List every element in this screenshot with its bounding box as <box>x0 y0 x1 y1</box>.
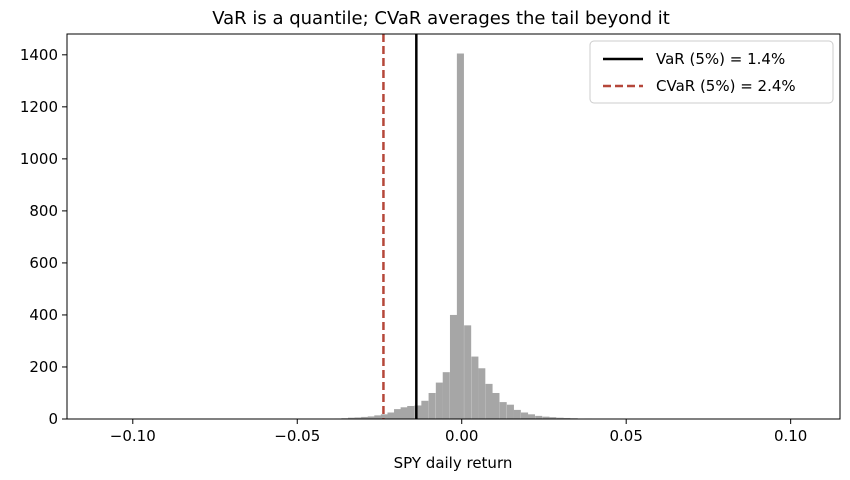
x-tick-label: 0.05 <box>609 427 642 445</box>
histogram-bar-21 <box>421 400 429 419</box>
histogram-bar-38 <box>542 416 550 419</box>
histogram-bar-40 <box>556 417 564 419</box>
legend-cvar-label: CVaR (5%) = 2.4% <box>656 77 796 95</box>
x-axis-ticks: −0.10 −0.05 0.00 0.05 0.10 <box>110 419 807 445</box>
histogram-bars <box>101 53 806 419</box>
histogram-bar-33 <box>506 404 514 419</box>
plot-frame <box>66 33 841 420</box>
histogram-bar-39 <box>549 417 557 419</box>
legend-var-label: VaR (5%) = 1.4% <box>656 50 785 68</box>
histogram-bar-15 <box>380 414 388 419</box>
histogram-bar-28 <box>471 356 479 419</box>
x-tick-label: 0.00 <box>445 427 478 445</box>
legend: VaR (5%) = 1.4% CVaR (5%) = 2.4% <box>589 40 834 104</box>
y-axis-ticks: 0 200 400 600 800 1000 1200 1400 <box>20 46 67 428</box>
risk-lines <box>382 34 418 419</box>
histogram-bar-11 <box>354 417 362 419</box>
histogram-bar-10 <box>347 417 356 419</box>
y-tick-label: 0 <box>48 410 58 428</box>
histogram-bar-41 <box>563 417 571 419</box>
x-axis-label: SPY daily return <box>394 454 513 472</box>
histogram-bar-29 <box>478 368 486 419</box>
plot-area: −0.10 −0.05 0.00 0.05 0.10 0 200 400 600 800 1000… <box>20 33 841 445</box>
histogram-bar-13 <box>367 416 375 419</box>
y-tick-label: 1000 <box>20 150 58 168</box>
histogram-bar-26 <box>456 53 464 419</box>
histogram-bar-18 <box>400 407 408 419</box>
y-tick-label: 600 <box>29 254 58 272</box>
histogram-bar-27 <box>464 325 472 419</box>
histogram-bar-31 <box>492 392 500 419</box>
y-tick-label: 800 <box>29 202 58 220</box>
histogram-bar-34 <box>513 409 521 419</box>
y-tick-label: 200 <box>29 358 58 376</box>
histogram-bar-19 <box>407 405 415 419</box>
histogram-bar-35 <box>521 412 529 419</box>
histogram-bar-23 <box>435 382 443 419</box>
y-tick-label: 400 <box>29 306 58 324</box>
histogram-bar-24 <box>442 372 450 419</box>
y-tick-label: 1400 <box>20 46 58 64</box>
histogram-bar-37 <box>535 415 543 419</box>
histogram-bar-14 <box>374 415 382 419</box>
x-tick-label: −0.05 <box>274 427 320 445</box>
histogram-bar-30 <box>485 383 493 419</box>
histogram-bar-12 <box>361 416 369 419</box>
histogram-bar-20 <box>414 405 422 419</box>
histogram-bar-36 <box>527 414 535 419</box>
histogram-bar-16 <box>387 412 395 419</box>
y-tick-label: 1200 <box>20 98 58 116</box>
x-tick-label: 0.10 <box>774 427 807 445</box>
histogram-bar-17 <box>394 409 402 419</box>
legend-frame <box>589 40 834 104</box>
chart-title: VaR is a quantile; CVaR averages the tai… <box>212 8 670 29</box>
histogram-bar-32 <box>499 402 507 419</box>
histogram-bar-22 <box>428 392 436 419</box>
histogram-bar-25 <box>449 314 458 419</box>
x-tick-label: −0.10 <box>110 427 156 445</box>
